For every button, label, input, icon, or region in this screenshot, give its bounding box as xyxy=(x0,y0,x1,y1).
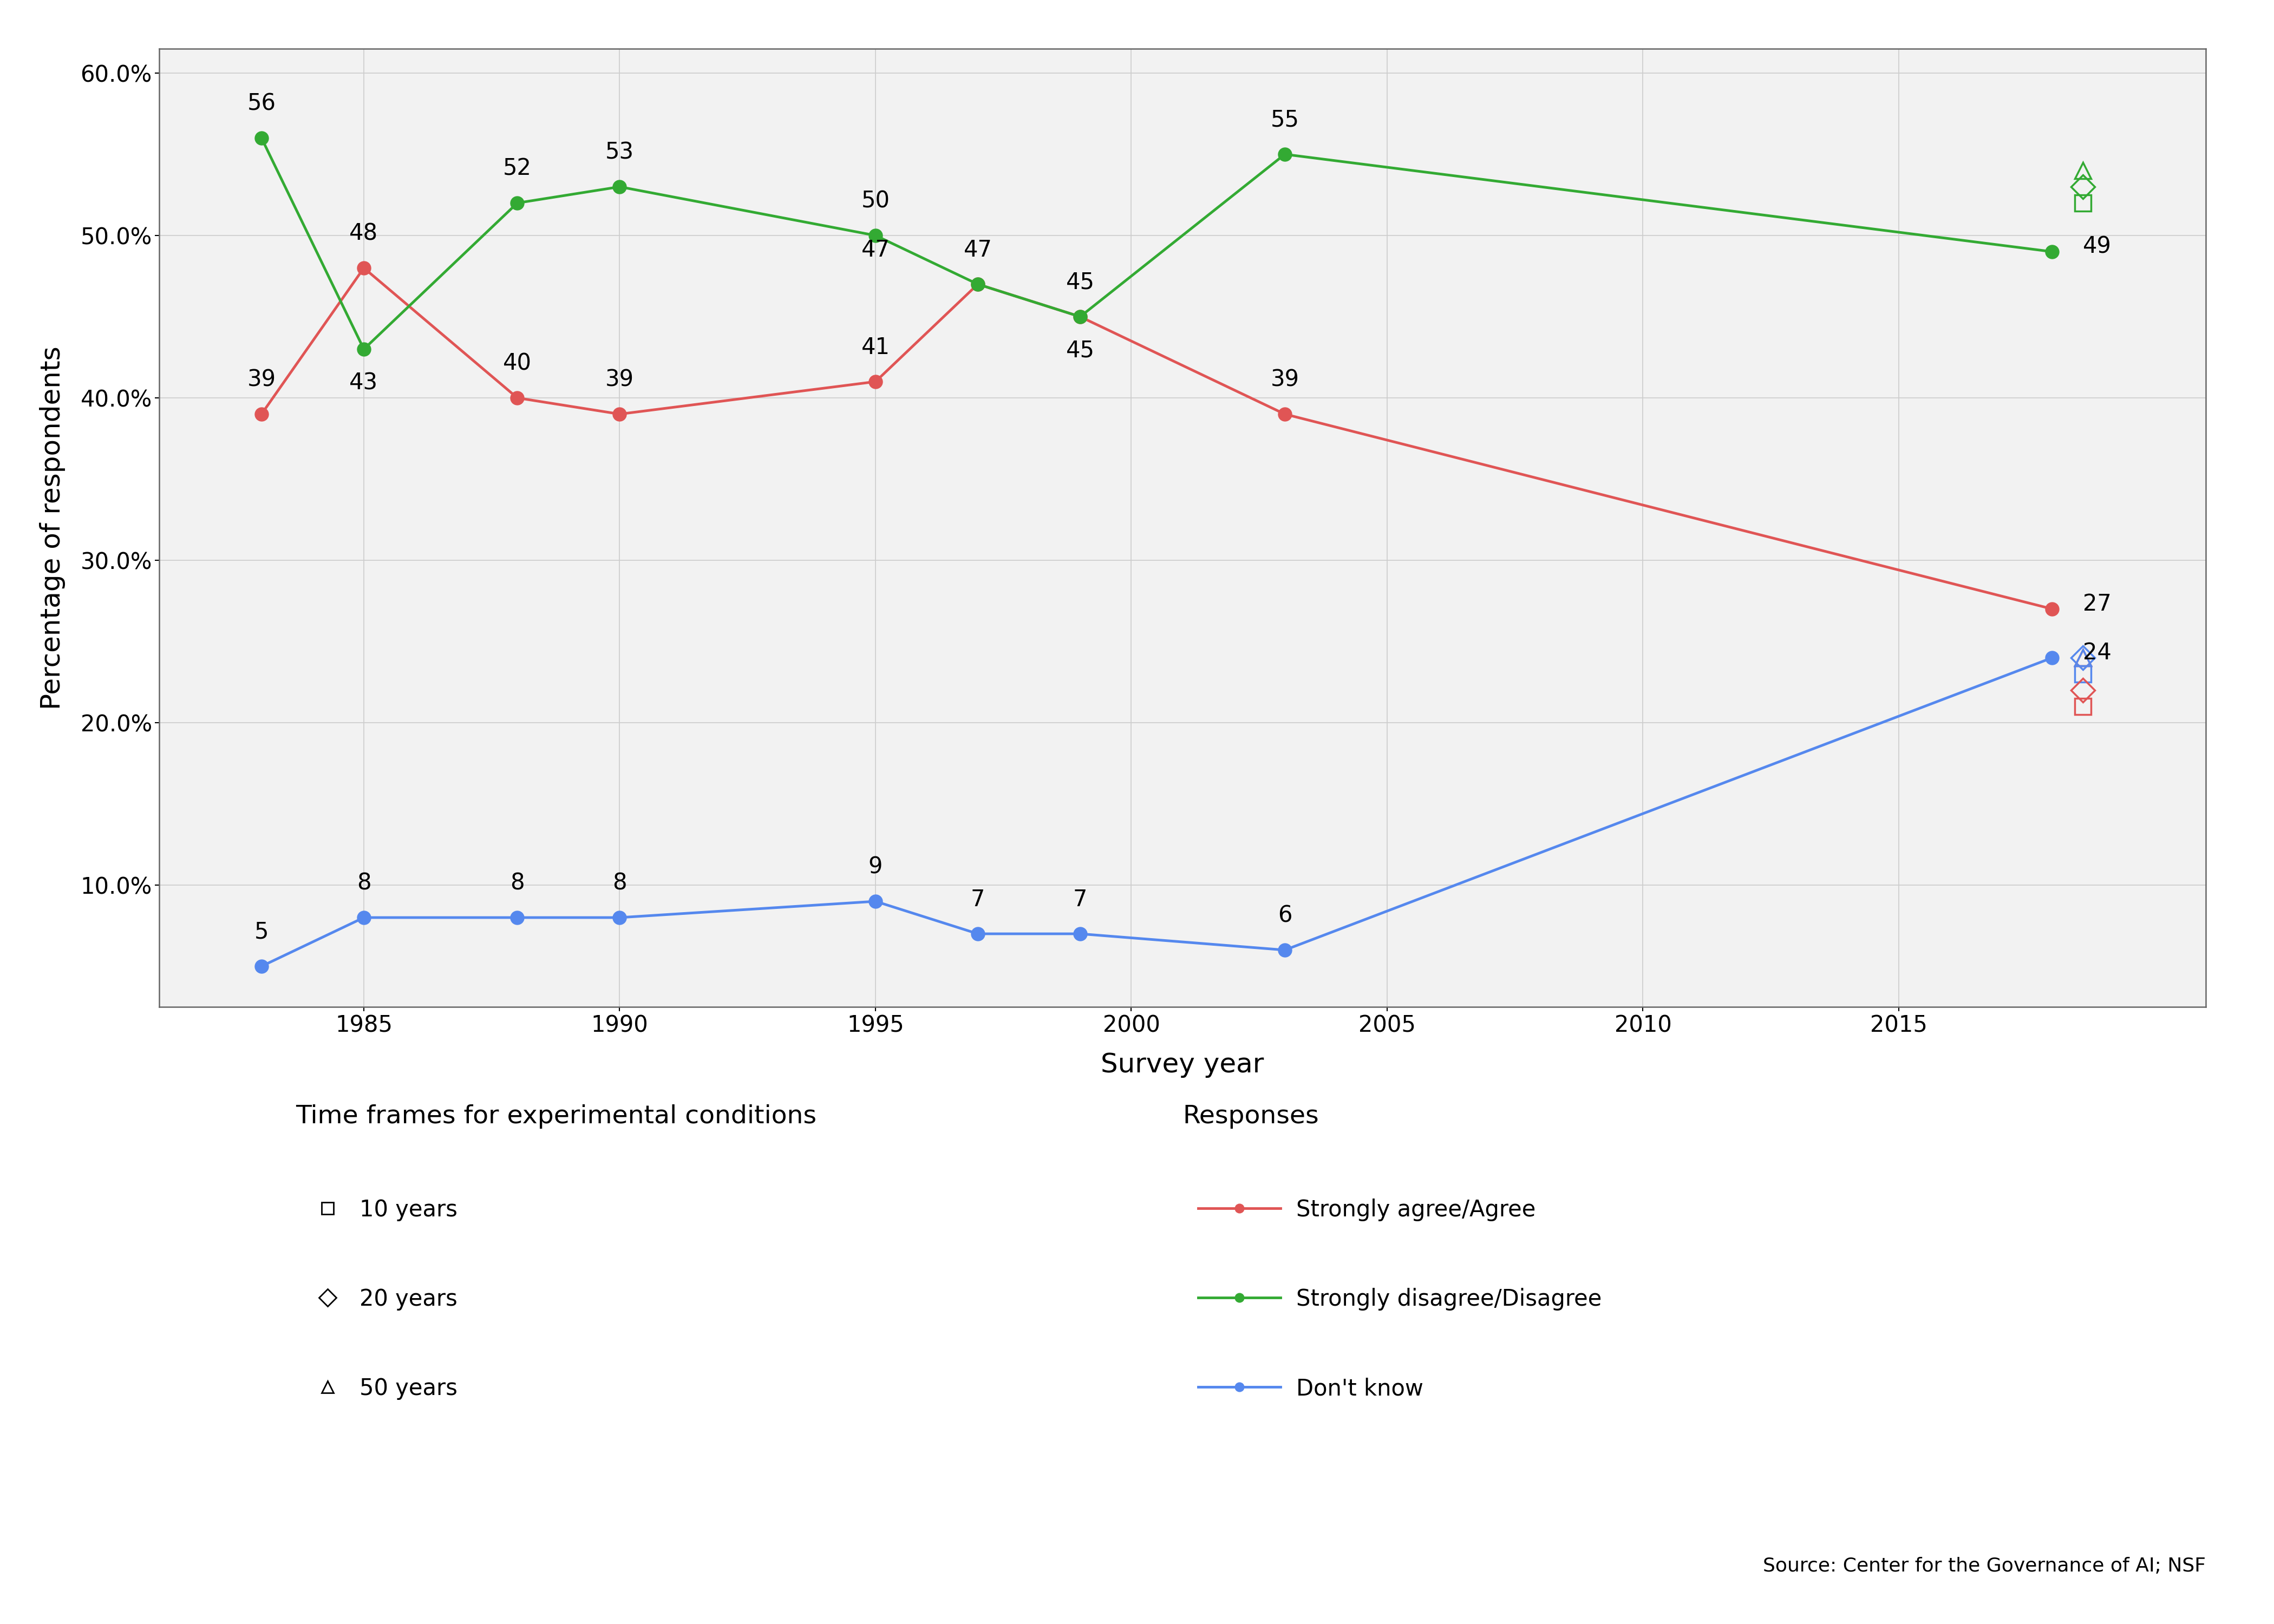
Text: 50 years: 50 years xyxy=(359,1377,457,1400)
Text: 55: 55 xyxy=(1271,109,1298,132)
Y-axis label: Percentage of respondents: Percentage of respondents xyxy=(39,346,66,710)
Text: 8: 8 xyxy=(509,872,525,895)
Text: 9: 9 xyxy=(869,856,882,879)
Text: 43: 43 xyxy=(350,372,377,395)
Text: 41: 41 xyxy=(862,336,889,359)
Text: Time frames for experimental conditions: Time frames for experimental conditions xyxy=(296,1104,816,1129)
Text: Source: Center for the Governance of AI; NSF: Source: Center for the Governance of AI;… xyxy=(1762,1557,2206,1575)
Text: 48: 48 xyxy=(350,222,377,245)
Text: Strongly disagree/Disagree: Strongly disagree/Disagree xyxy=(1296,1288,1601,1311)
Text: 8: 8 xyxy=(357,872,371,895)
Text: 39: 39 xyxy=(605,369,634,391)
Text: 6: 6 xyxy=(1278,905,1292,927)
X-axis label: Survey year: Survey year xyxy=(1101,1052,1264,1078)
Text: 20 years: 20 years xyxy=(359,1288,457,1311)
Text: 45: 45 xyxy=(1067,339,1094,362)
Text: 7: 7 xyxy=(1073,888,1087,911)
Text: 50: 50 xyxy=(862,190,889,213)
Text: 53: 53 xyxy=(605,141,634,164)
Text: 39: 39 xyxy=(248,369,275,391)
Text: 47: 47 xyxy=(862,239,889,261)
Text: 10 years: 10 years xyxy=(359,1199,457,1221)
Text: 7: 7 xyxy=(971,888,985,911)
Text: 47: 47 xyxy=(964,239,991,261)
Text: 40: 40 xyxy=(503,352,532,375)
Text: Responses: Responses xyxy=(1182,1104,1319,1129)
Text: 5: 5 xyxy=(255,921,268,944)
Text: 49: 49 xyxy=(2083,235,2113,258)
Text: 52: 52 xyxy=(503,158,532,180)
Text: 39: 39 xyxy=(1271,369,1298,391)
Text: 56: 56 xyxy=(248,93,275,115)
Text: 24: 24 xyxy=(2083,641,2113,664)
Text: 45: 45 xyxy=(1067,271,1094,294)
Text: 8: 8 xyxy=(612,872,628,895)
Text: Don't know: Don't know xyxy=(1296,1377,1424,1400)
Text: 27: 27 xyxy=(2083,593,2113,615)
Text: Strongly agree/Agree: Strongly agree/Agree xyxy=(1296,1199,1535,1221)
